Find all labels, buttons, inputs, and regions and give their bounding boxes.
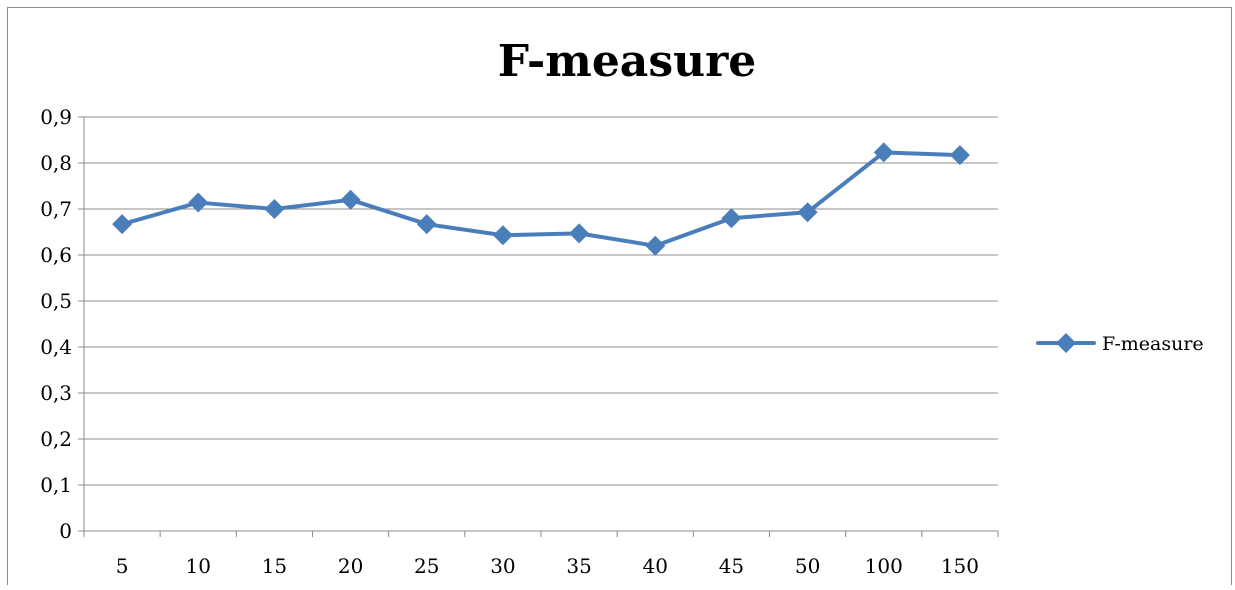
x-tick-label: 40 <box>643 554 668 578</box>
gridlines <box>78 116 998 532</box>
x-tick-label: 35 <box>566 554 591 578</box>
data-point-marker <box>721 208 742 229</box>
x-tick-labels: 5 10 15 20 25 30 35 40 45 50 100 150 <box>116 554 979 578</box>
data-point-marker <box>797 202 818 223</box>
y-tick-label: 0,2 <box>40 427 72 451</box>
data-point-marker <box>264 199 285 219</box>
y-tick-label: 0,3 <box>40 381 72 405</box>
y-tick-label: 0,8 <box>40 151 72 175</box>
axes <box>83 117 999 537</box>
x-tick-label: 10 <box>186 554 211 578</box>
y-tick-label: 0,6 <box>40 243 72 267</box>
data-point-marker <box>949 145 970 166</box>
x-tick-label: 15 <box>262 554 287 578</box>
data-point-marker <box>873 142 894 163</box>
x-tick-label: 25 <box>414 554 439 578</box>
y-tick-label: 0 <box>59 519 72 543</box>
y-tick-label: 0,5 <box>40 289 72 313</box>
legend-marker <box>1056 333 1076 353</box>
data-point-marker <box>188 192 209 213</box>
y-tick-labels: 0 0,1 0,2 0,3 0,4 0,5 0,6 0,7 0,8 0,9 <box>40 105 72 543</box>
x-tick-label: 150 <box>941 554 979 578</box>
series-line <box>120 150 962 248</box>
data-point-marker <box>112 214 133 235</box>
data-point-marker <box>416 214 437 235</box>
series-group <box>112 142 970 256</box>
x-tick-label: 20 <box>338 554 363 578</box>
legend: F-measure <box>1036 333 1204 355</box>
y-tick-label: 0,4 <box>40 335 72 359</box>
x-tick-label: 50 <box>795 554 820 578</box>
data-point-marker <box>492 225 513 246</box>
data-point-marker <box>340 189 361 210</box>
chart-title: F-measure <box>498 36 757 87</box>
x-tick-label: 45 <box>719 554 744 578</box>
data-point-marker <box>569 223 590 244</box>
y-tick-label: 0,1 <box>40 473 72 497</box>
chart-frame <box>7 7 1232 585</box>
x-tick-label: 5 <box>116 554 129 578</box>
legend-label: F-measure <box>1102 333 1204 355</box>
data-point-marker <box>645 235 666 256</box>
y-tick-label: 0,9 <box>40 105 72 129</box>
y-tick-label: 0,7 <box>40 197 72 221</box>
x-tick-label: 30 <box>490 554 515 578</box>
x-tick-label: 100 <box>865 554 903 578</box>
